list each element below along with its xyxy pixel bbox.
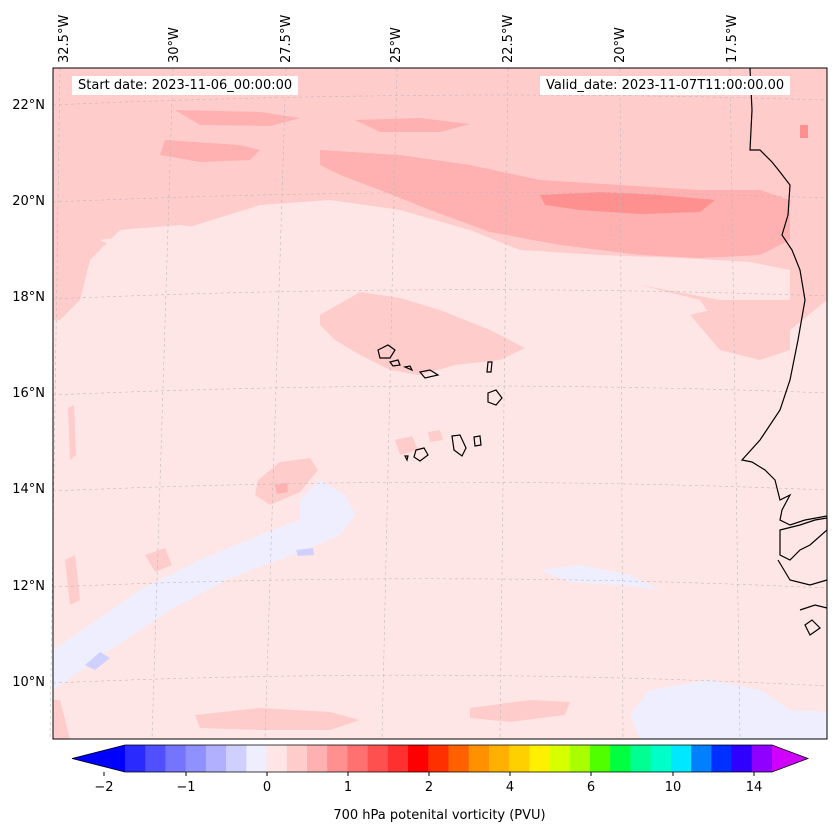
lat-label: 14°N: [12, 482, 45, 497]
colorbar-outline: [71, 744, 810, 773]
colorbar: [71, 744, 810, 776]
colorbar-cell: [226, 745, 247, 772]
colorbar-tick: 6: [586, 780, 596, 795]
colorbar-cell: [650, 745, 672, 772]
colorbar-cell: [266, 745, 288, 772]
pv-blob-south: [195, 708, 360, 730]
colorbar-cell: [327, 745, 348, 772]
lat-label: 20°N: [12, 194, 45, 209]
colorbar-tick: 2: [424, 780, 434, 795]
colorbar-cell: [165, 745, 187, 772]
colorbar-cell: [428, 745, 449, 772]
colorbar-tick: −2: [94, 780, 114, 795]
pv-blob-south2: [470, 700, 570, 722]
lat-label: 22°N: [12, 98, 45, 113]
colorbar-cell: [286, 745, 308, 772]
pv-blob-west: [65, 555, 80, 605]
colorbar-cell: [549, 745, 571, 772]
colorbar-cell: [408, 745, 429, 772]
colorbar-tick: 1: [343, 780, 353, 795]
lat-label: 18°N: [12, 290, 45, 305]
colorbar-cell: [670, 745, 692, 772]
colorbar-tick: 14: [745, 780, 763, 795]
colorbar-tick: 10: [664, 780, 682, 795]
lat-label: 12°N: [12, 579, 45, 594]
colorbar-cell: [347, 745, 369, 772]
colorbar-cell: [468, 745, 490, 772]
valid-date-label: Valid_date: 2023-11-07T11:00:00.00: [540, 76, 791, 95]
lon-label: 20°W: [613, 27, 628, 63]
colorbar-tick: −1: [176, 780, 196, 795]
pv-ribbon-west: [160, 140, 260, 162]
colorbar-extend-max: [772, 745, 808, 772]
colorbar-cell: [691, 745, 712, 772]
pv-blob-g: [145, 548, 172, 572]
map-panel: [49, 67, 828, 740]
pv-blob-e: [428, 430, 443, 442]
gridlines: [49, 67, 828, 740]
lon-label: 32.5°W: [57, 14, 72, 63]
colorbar-cell: [569, 745, 591, 772]
colorbar-cell: [246, 745, 268, 772]
pv-patch-a: [175, 110, 300, 126]
lat-label: 16°N: [12, 386, 45, 401]
pv-negative-blob: [540, 565, 660, 590]
pv-blob-south-west: [53, 700, 70, 739]
colorbar-label: 700 hPa potenital vorticity (PVU): [333, 808, 546, 823]
colorbar-cell: [529, 745, 551, 772]
pv-patch-b: [355, 118, 470, 132]
colorbar-cell: [610, 745, 631, 772]
colorbar-cell: [751, 745, 773, 772]
colorbar-cell: [185, 745, 207, 772]
lat-label: 10°N: [12, 675, 45, 690]
lon-label: 30°W: [167, 27, 182, 63]
lon-label: 22.5°W: [501, 14, 516, 63]
pv-cape-verde: [320, 292, 525, 375]
lon-label: 25°W: [389, 27, 404, 63]
pv-band-clear: [100, 200, 790, 300]
colorbar-extend-min: [72, 745, 125, 772]
colorbar-tick: 4: [505, 780, 515, 795]
colorbar-cell: [387, 745, 409, 772]
pv-negative-blob2: [630, 680, 827, 739]
colorbar-cell: [145, 745, 166, 772]
colorbar-cell: [367, 745, 389, 772]
colorbar-cell: [731, 745, 753, 772]
colorbar-tick: 0: [262, 780, 272, 795]
colorbar-cell: [125, 745, 146, 772]
colorbar-cell: [306, 745, 328, 772]
lon-label: 17.5°W: [725, 14, 740, 63]
colorbar-cell: [711, 745, 733, 772]
pv-negative-streak: [53, 480, 355, 690]
colorbar-cell: [509, 745, 530, 772]
pv-core: [540, 192, 715, 214]
colorbar-cell: [205, 745, 227, 772]
pv-blob-f: [690, 300, 790, 360]
colorbar-cell: [630, 745, 652, 772]
pv-small-red: [800, 125, 808, 138]
pv-blob-c-core: [275, 483, 288, 494]
pv-blob-d: [395, 436, 418, 455]
pv-negative-core2: [85, 652, 110, 670]
cape-verde-islands: [377, 344, 503, 462]
pv-blob-c: [255, 458, 318, 505]
start-date-label: Start date: 2023-11-06_00:00:00: [72, 76, 299, 95]
colorbar-cell: [448, 745, 470, 772]
coastline-africa: [740, 67, 828, 636]
colorbar-cell: [590, 745, 611, 772]
pv-negative-core: [296, 548, 314, 556]
pv-blob-west2: [68, 405, 76, 460]
lon-label: 27.5°W: [279, 14, 294, 63]
colorbar-cell: [488, 745, 510, 772]
map-frame: [52, 67, 828, 740]
